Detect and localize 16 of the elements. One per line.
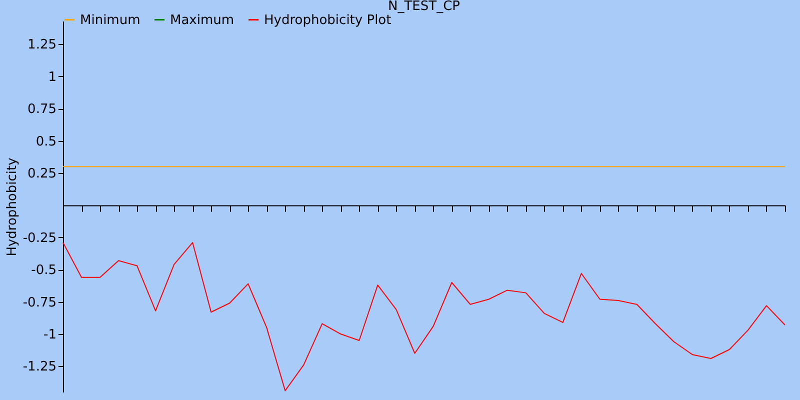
- y-tick-label: 1: [48, 70, 56, 85]
- line-series: [62, 242, 786, 392]
- y-tick-label: 0.25: [28, 166, 56, 182]
- y-tick-label: -0.5: [31, 263, 56, 278]
- y-tick-label: 0.5: [36, 134, 56, 150]
- y-axis-title: Hydrophobicity: [4, 157, 20, 256]
- y-tick-label: -0.25: [22, 230, 56, 246]
- y-tick-label: 0.75: [28, 102, 56, 118]
- legend-label: Hydrophobicity Plot: [264, 12, 392, 28]
- y-tick-label: 1.25: [28, 38, 56, 53]
- y-tick-label: -0.75: [22, 295, 56, 310]
- chart-title: N_TEST_CP: [388, 0, 460, 14]
- legend-label: Maximum: [170, 12, 234, 28]
- y-tick-label: -1: [44, 328, 56, 343]
- legend-label: Minimum: [80, 12, 140, 28]
- y-tick-label: -1.25: [22, 360, 56, 375]
